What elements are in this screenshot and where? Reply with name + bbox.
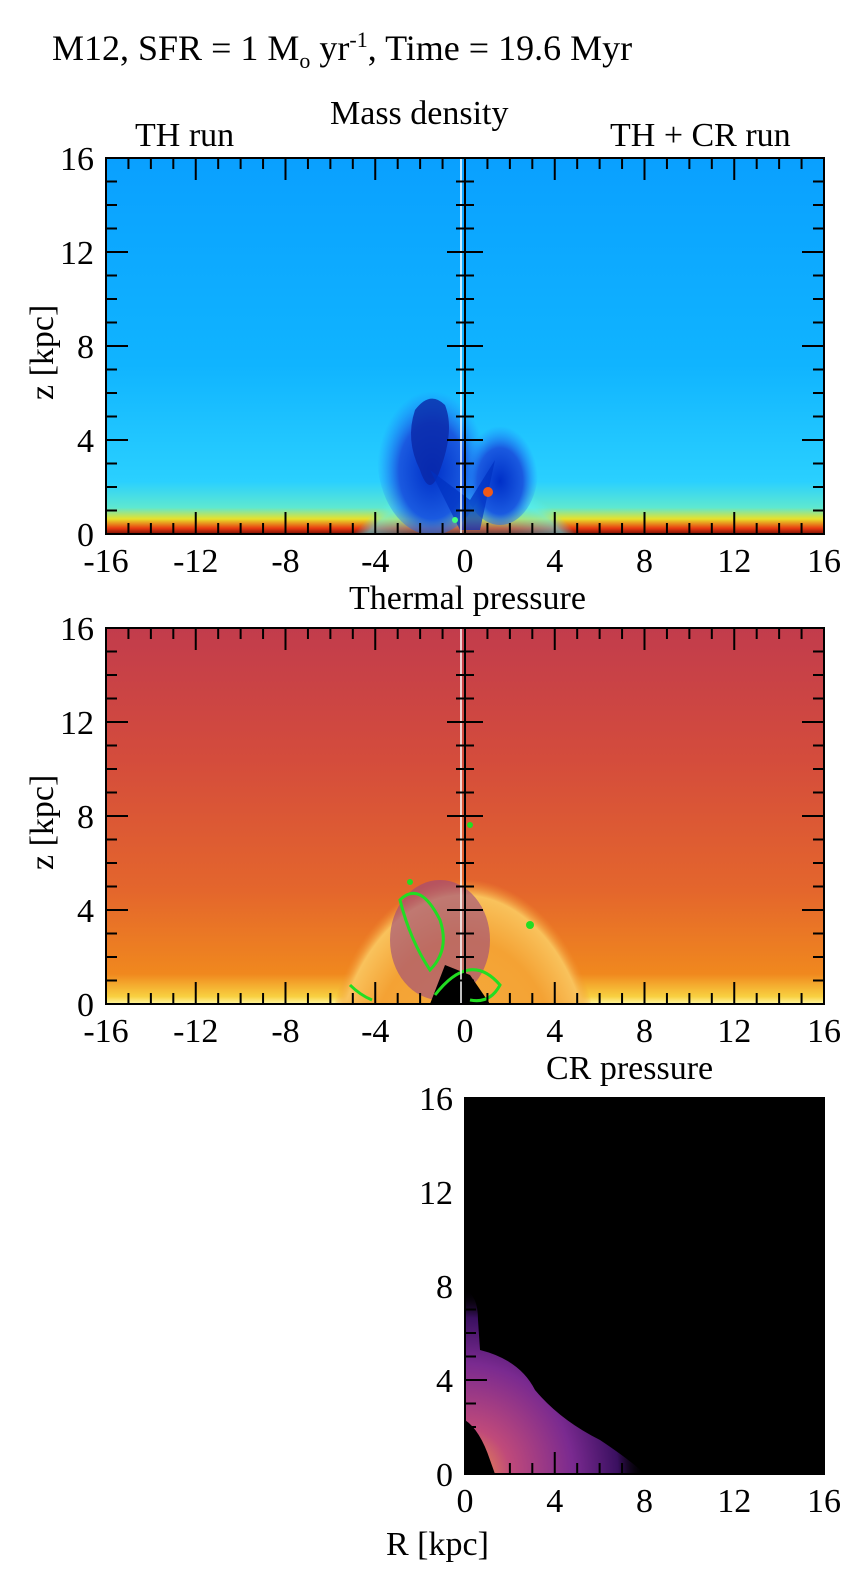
x-tick-label: 12 (717, 543, 751, 580)
figure-title: M12, SFR = 1 Mo yr-1, Time = 19.6 Myr (52, 27, 862, 72)
title-sup: -1 (349, 27, 368, 52)
x-tick-label: -12 (173, 543, 218, 580)
y-tick-label: 12 (60, 235, 94, 272)
y-tick-label: 0 (77, 987, 94, 1024)
panel-3-xlabel: R [kpc] (386, 1526, 489, 1563)
y-tick-label: 4 (77, 423, 94, 460)
title-prefix: M12, SFR = 1 M (52, 28, 300, 68)
x-tick-label: 16 (807, 543, 841, 580)
x-tick-label: 0 (457, 1013, 474, 1050)
y-tick-label: 16 (60, 611, 94, 648)
y-tick-label: 16 (60, 141, 94, 178)
y-tick-label: 0 (436, 1457, 453, 1494)
x-tick-label: 16 (807, 1013, 841, 1050)
panel-1-title: Mass density (330, 95, 509, 132)
x-tick-label: 4 (546, 1013, 563, 1050)
x-tick-label: -12 (173, 1013, 218, 1050)
x-tick-label: 0 (457, 1483, 474, 1520)
x-tick-label: 8 (636, 1483, 653, 1520)
y-tick-label: 8 (77, 329, 94, 366)
x-tick-label: -16 (83, 543, 128, 580)
y-tick-label: 4 (77, 893, 94, 930)
y-tick-label: 12 (60, 705, 94, 742)
y-tick-label: 16 (419, 1081, 453, 1118)
x-tick-label: -8 (271, 1013, 299, 1050)
x-tick-label: -8 (271, 543, 299, 580)
x-tick-label: 16 (807, 1483, 841, 1520)
title-mid: yr (310, 28, 350, 68)
y-tick-label: 4 (436, 1363, 453, 1400)
y-tick-label: 8 (77, 799, 94, 836)
panel-2-title: Thermal pressure (349, 580, 586, 617)
title-suffix: , Time = 19.6 Myr (367, 28, 633, 68)
y-tick-label: 0 (77, 517, 94, 554)
x-tick-label: 12 (717, 1013, 751, 1050)
panel-3-title: CR pressure (546, 1050, 714, 1087)
x-tick-label: 0 (457, 543, 474, 580)
panel-1-right-label: TH + CR run (610, 117, 791, 154)
x-tick-label: -4 (361, 543, 389, 580)
x-tick-label: -16 (83, 1013, 128, 1050)
x-tick-label: 4 (546, 1483, 563, 1520)
title-sub: o (299, 48, 311, 74)
y-tick-label: 12 (419, 1175, 453, 1212)
y-tick-label: 8 (436, 1269, 453, 1306)
x-tick-label: 12 (717, 1483, 751, 1520)
cr-pressure-map (465, 1098, 824, 1474)
x-tick-label: 8 (636, 1013, 653, 1050)
x-tick-label: 8 (636, 543, 653, 580)
panel-1-left-label: TH run (135, 117, 235, 154)
x-tick-label: -4 (361, 1013, 389, 1050)
x-tick-label: 4 (546, 543, 563, 580)
